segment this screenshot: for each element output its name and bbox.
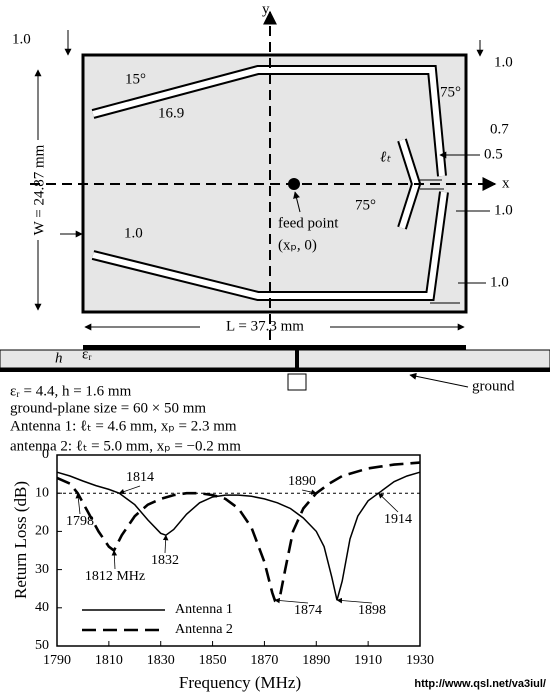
annotation-arrow — [111, 549, 118, 570]
annotation-arrow — [118, 485, 141, 495]
plot-frame — [56, 454, 421, 647]
dimension: 0.7 — [490, 121, 509, 137]
annotation: 1898 — [358, 603, 386, 618]
annotation: 1814 — [126, 470, 154, 485]
dimension: 1.0 — [494, 202, 513, 218]
x-tick-label: 1870 — [250, 653, 278, 668]
annotation: 1832 — [151, 553, 179, 568]
series-line — [56, 471, 421, 601]
x-tick-label: 1810 — [95, 653, 123, 668]
dimension: 16.9 — [158, 105, 184, 121]
annotation: 1812 MHz — [85, 569, 145, 584]
feed-coords: (xₚ, 0) — [278, 237, 317, 253]
length-label: L = 37.3 mm — [226, 318, 304, 334]
annotation-arrow — [378, 492, 399, 513]
feed-point — [288, 178, 300, 190]
dimension: 1.0 — [490, 274, 509, 290]
y-tick-label: 0 — [42, 447, 49, 462]
dimension: 1.0 — [12, 31, 31, 47]
x-tick-label: 1890 — [302, 653, 330, 668]
label: εᵣ — [82, 346, 92, 362]
annotation-arrow — [162, 534, 169, 554]
y-axis-title: Return Loss (dB) — [11, 481, 30, 599]
x-tick-label: 1830 — [147, 653, 175, 668]
annotation-arrow — [301, 489, 317, 495]
parameter: Antenna 1: ℓₜ = 4.6 mm, xₚ = 2.3 mm — [10, 418, 237, 434]
annotation-arrow — [274, 597, 309, 604]
label: h — [55, 350, 63, 366]
angle: 75° — [355, 197, 376, 213]
x-tick-label: 1850 — [199, 653, 227, 668]
connector — [287, 373, 307, 391]
label: x — [502, 175, 510, 191]
x-tick-label: 1930 — [406, 653, 434, 668]
parameter: ground-plane size = 60 × 50 mm — [10, 400, 206, 416]
annotation-arrow — [336, 597, 373, 604]
dimension: ℓₜ — [380, 149, 391, 165]
parameter: antenna 2: ℓₜ = 5.0 mm, xₚ = −0.2 mm — [10, 438, 241, 454]
y-tick-label: 30 — [35, 562, 49, 577]
x-axis-title: Frequency (MHz) — [179, 673, 301, 692]
footer: http://www.qsl.net/va3iul/ — [414, 678, 546, 690]
dimension: 1.0 — [494, 54, 513, 70]
angle: 15° — [125, 71, 146, 87]
annotation: 1890 — [288, 474, 316, 489]
ground-plane — [0, 368, 550, 372]
y-tick-label: 10 — [35, 485, 49, 500]
legend-label: Antenna 2 — [175, 622, 233, 637]
annotation: 1874 — [294, 603, 322, 618]
label: ground — [472, 378, 515, 394]
y-tick-label: 50 — [35, 638, 49, 653]
angle: 75° — [440, 84, 461, 100]
y-tick-label: 40 — [35, 600, 49, 615]
label: y — [262, 1, 270, 17]
parameter: εᵣ = 4.4, h = 1.6 mm — [10, 383, 132, 399]
x-tick-label: 1790 — [43, 653, 71, 668]
x-tick-label: 1910 — [354, 653, 382, 668]
width-label: W = 24.87 mm — [31, 144, 47, 235]
annotation: 1914 — [384, 512, 412, 527]
annotation: 1798 — [66, 514, 94, 529]
annotation-arrow — [75, 492, 82, 515]
legend-label: Antenna 1 — [175, 602, 233, 617]
dimension: 1.0 — [124, 225, 143, 241]
patch-edge — [83, 345, 466, 350]
feed-label: feed point — [278, 215, 339, 231]
dimension: 0.5 — [484, 146, 503, 162]
y-tick-label: 20 — [35, 524, 49, 539]
